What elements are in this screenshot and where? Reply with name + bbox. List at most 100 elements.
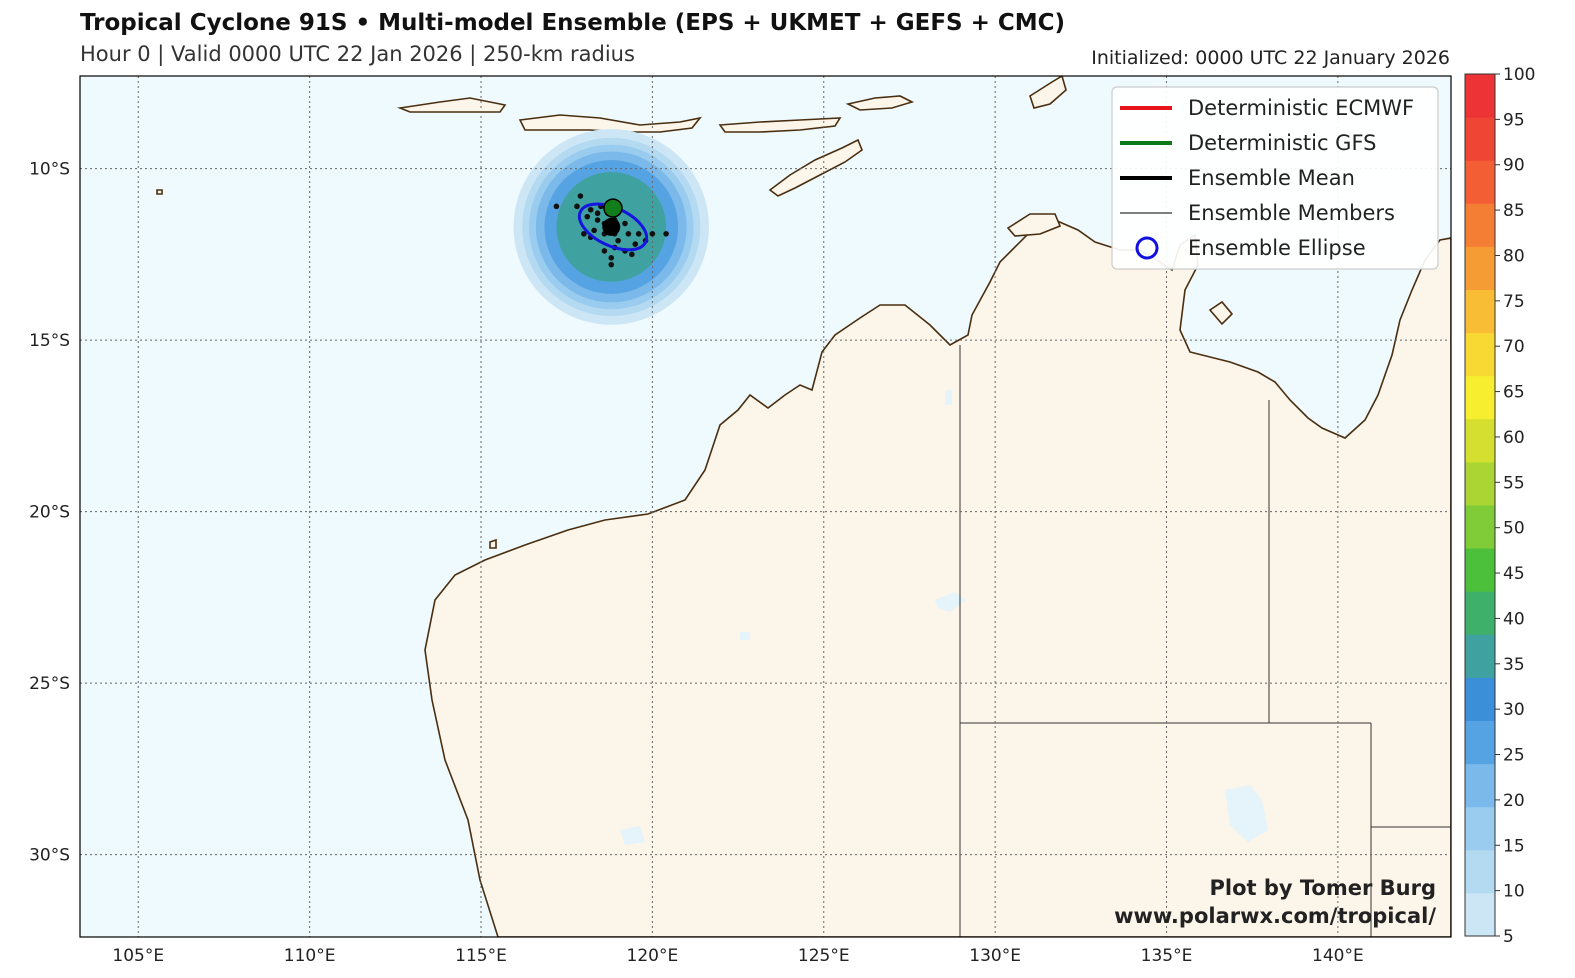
ensemble-member-point xyxy=(632,241,639,247)
colorbar-tick-label: 35 xyxy=(1503,655,1525,675)
colorbar-segment xyxy=(1465,117,1495,161)
lon-tick-label: 125°E xyxy=(798,946,850,966)
legend-label: Ensemble Members xyxy=(1188,201,1395,225)
colorbar-tick-label: 20 xyxy=(1503,791,1525,811)
ensemble-member-point xyxy=(581,230,587,237)
credit-url: www.polarwx.com/tropical/ xyxy=(1114,904,1436,928)
colorbar: 5 10 15 20 25 30 35 40 45 50 55 60 65 70 75 80 85 90 95 100 xyxy=(1464,65,1535,947)
colorbar-tick-label: 10 xyxy=(1503,882,1525,902)
colorbar-tick-label: 15 xyxy=(1503,836,1525,856)
colorbar-tick-label: 65 xyxy=(1503,383,1525,403)
alor-island xyxy=(718,117,842,133)
colorbar-tick-label: 60 xyxy=(1503,428,1525,448)
strike-probability-field xyxy=(513,129,709,325)
legend-box xyxy=(1111,86,1439,270)
colorbar-tick-label: 40 xyxy=(1503,609,1525,629)
state-borders xyxy=(959,345,1451,937)
colorbar-tick-label: 80 xyxy=(1503,246,1525,266)
colorbar-segment xyxy=(1465,160,1495,204)
ensemble-member-point xyxy=(574,203,580,210)
colorbar-segment xyxy=(1465,203,1495,247)
colorbar-segment xyxy=(1465,591,1495,635)
ensemble-member-point xyxy=(622,220,628,227)
chart-subtitle: Hour 0 | Valid 0000 UTC 22 Jan 2026 | 25… xyxy=(80,42,635,66)
lon-tick-label: 110°E xyxy=(284,946,336,966)
colorbar-segment xyxy=(1465,418,1495,463)
colorbar-tick-label: 75 xyxy=(1503,292,1525,312)
lake-patch xyxy=(945,390,952,405)
colorbar-tick-label: 5 xyxy=(1503,927,1514,947)
colorbar-tick-label: 50 xyxy=(1503,519,1525,539)
colorbar-tick-label: 90 xyxy=(1503,156,1525,176)
colorbar-segment xyxy=(1465,763,1495,808)
latitude-tick-labels: 10°S 15°S 20°S 25°S 30°S xyxy=(29,160,70,866)
legend: Deterministic ECMWF Deterministic GFS Ense… xyxy=(1111,86,1439,270)
ensemble-member-point xyxy=(594,217,601,223)
colorbar-tick-label: 30 xyxy=(1503,700,1525,720)
ensemble-member-point xyxy=(594,210,601,217)
ensemble-member-point xyxy=(608,255,615,261)
melville-island xyxy=(1006,213,1062,237)
longitude-tick-labels: 105°E 110°E 115°E 120°E 125°E 130°E 135°E 140°E xyxy=(112,946,1363,966)
lon-tick-label: 115°E xyxy=(455,946,507,966)
sumbawa-island xyxy=(396,97,507,113)
lake-patch xyxy=(740,632,750,640)
colorbar-segment xyxy=(1465,548,1495,592)
ensemble-member-point xyxy=(635,230,642,237)
chart-title: Tropical Cyclone 91S • Multi-model Ensem… xyxy=(80,10,1066,36)
colorbar-segment xyxy=(1465,634,1495,678)
ensemble-member-point xyxy=(625,230,632,237)
lat-tick-label: 10°S xyxy=(29,160,70,180)
christmas-island xyxy=(156,189,163,195)
ensemble-member-point xyxy=(601,248,608,254)
gfs-position-marker xyxy=(603,198,623,218)
lon-tick-label: 140°E xyxy=(1312,946,1364,966)
ensemble-member-point xyxy=(584,213,591,220)
lat-tick-label: 20°S xyxy=(29,503,70,523)
lake-patch xyxy=(935,592,966,612)
colorbar-segment xyxy=(1465,375,1495,420)
colorbar-tick-label: 55 xyxy=(1503,473,1525,493)
groote-island xyxy=(1208,300,1234,326)
colorbar-frame xyxy=(1464,73,1496,937)
colorbar-tick-label: 85 xyxy=(1503,201,1525,221)
lat-tick-label: 15°S xyxy=(29,331,70,351)
ensemble-member-points xyxy=(553,193,669,268)
colorbar-segment xyxy=(1465,720,1495,765)
flores-island xyxy=(518,114,702,133)
colorbar-tick-label: 25 xyxy=(1503,746,1525,766)
lon-tick-label: 105°E xyxy=(112,946,164,966)
colorbar-segment xyxy=(1465,74,1495,118)
ensemble-member-point xyxy=(587,206,594,213)
ensemble-member-point xyxy=(615,237,621,244)
legend-label: Ensemble Mean xyxy=(1188,166,1355,190)
lake-patch xyxy=(620,826,645,845)
colorbar-tick-label: 100 xyxy=(1503,65,1535,85)
ensemble-member-point xyxy=(591,227,597,234)
colorbar-segment xyxy=(1465,332,1495,377)
tanimbar-island xyxy=(1029,76,1067,109)
ensemble-member-point xyxy=(608,261,615,268)
legend-label: Deterministic GFS xyxy=(1188,131,1377,155)
ensemble-member-point xyxy=(553,203,560,210)
barrow-island xyxy=(489,538,497,549)
inland-lakes xyxy=(620,390,1268,845)
lon-tick-label: 130°E xyxy=(969,946,1021,966)
colorbar-segment xyxy=(1465,461,1495,506)
ensemble-mean-marker xyxy=(602,217,621,236)
wetar-island xyxy=(845,95,915,111)
ensemble-member-point xyxy=(663,230,669,237)
colorbar-segment xyxy=(1465,505,1495,549)
graticule xyxy=(80,76,1451,937)
colorbar-segment xyxy=(1465,806,1495,851)
lon-tick-label: 135°E xyxy=(1141,946,1193,966)
colorbar-segment xyxy=(1465,246,1495,290)
credit-author: Plot by Tomer Burg xyxy=(1210,876,1437,900)
colorbar-tick-label: 95 xyxy=(1503,110,1525,130)
legend-label: Deterministic ECMWF xyxy=(1188,96,1414,120)
legend-ellipse-swatch xyxy=(1135,236,1159,260)
lon-tick-label: 120°E xyxy=(627,946,679,966)
lat-tick-label: 30°S xyxy=(29,846,70,866)
ensemble-member-point xyxy=(649,230,656,237)
